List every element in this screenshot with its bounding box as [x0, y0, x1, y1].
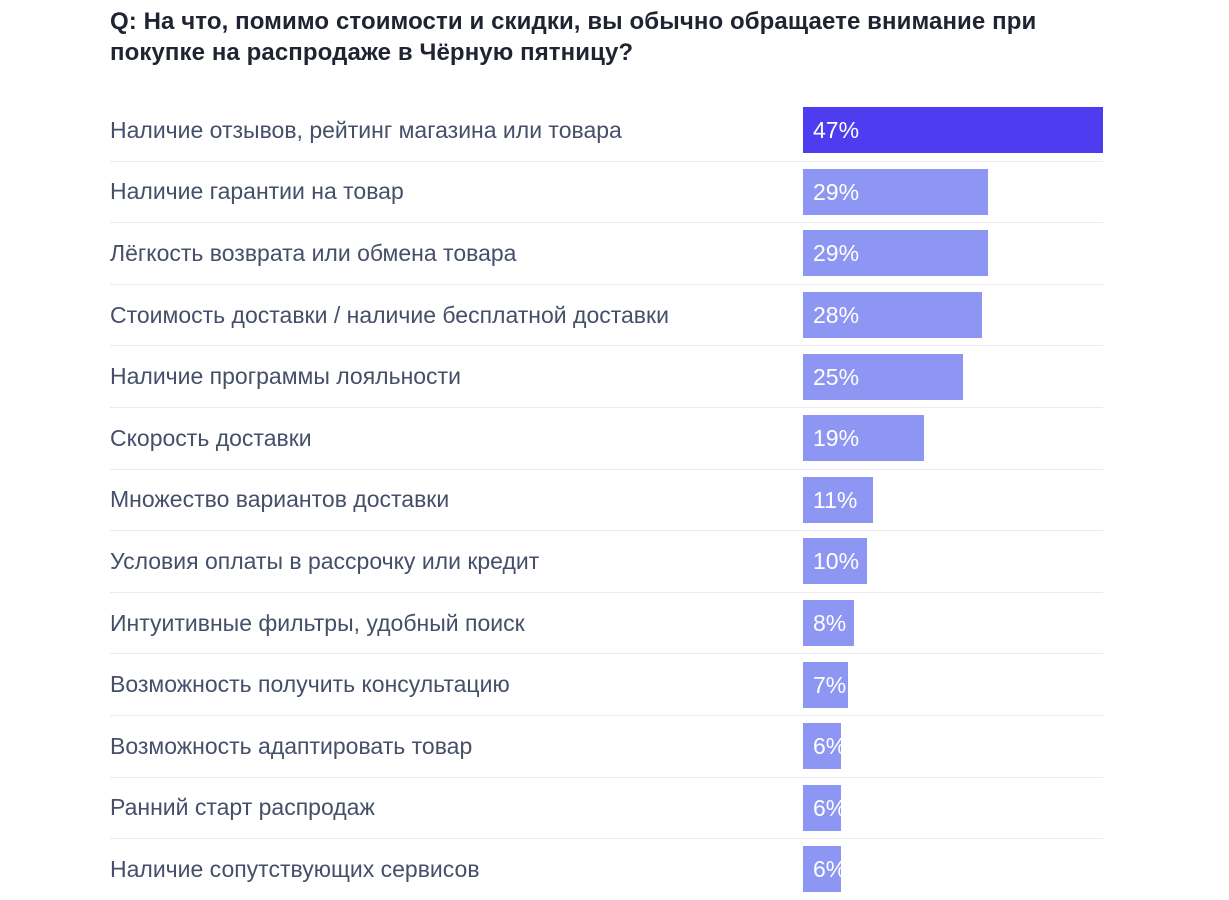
category-label: Стоимость доставки / наличие бесплатной … — [110, 301, 669, 328]
bar-track: 19% — [803, 415, 1103, 462]
bar-value-label: 10% — [813, 548, 860, 575]
table-row: Условия оплаты в рассрочку или кредит 10% — [110, 531, 1103, 593]
bar: 29% — [803, 230, 989, 277]
table-row: Лёгкость возврата или обмена товара 29% — [110, 223, 1103, 285]
bar-value-label: 28% — [813, 302, 860, 329]
category-label: Наличие сопутствующих сервисов — [110, 855, 480, 882]
category-label: Множество вариантов доставки — [110, 486, 450, 513]
bar-chart: Наличие отзывов, рейтинг магазина или то… — [110, 100, 1103, 900]
bar-track: 6% — [803, 723, 1103, 770]
bar: 10% — [803, 538, 867, 585]
bar-value-label: 8% — [813, 610, 847, 637]
table-row: Стоимость доставки / наличие бесплатной … — [110, 285, 1103, 347]
bar-track: 7% — [803, 661, 1103, 708]
bar-value-label: 29% — [813, 240, 860, 267]
bar-value-label: 6% — [813, 794, 847, 821]
bar-track: 6% — [803, 846, 1103, 893]
bar-value-label: 7% — [813, 671, 847, 698]
table-row: Наличие отзывов, рейтинг магазина или то… — [110, 100, 1103, 162]
bar-value-label: 47% — [813, 117, 860, 144]
bar: 47% — [803, 107, 1103, 154]
category-label: Лёгкость возврата или обмена товара — [110, 239, 517, 266]
table-row: Ранний старт распродаж 6% — [110, 778, 1103, 840]
table-row: Возможность адаптировать товар 6% — [110, 716, 1103, 778]
bar: 6% — [803, 784, 846, 831]
category-label: Условия оплаты в рассрочку или кредит — [110, 547, 540, 574]
bar-track: 6% — [803, 784, 1103, 831]
bar-track: 47% — [803, 107, 1103, 154]
bar-value-label: 19% — [813, 425, 860, 452]
bar-track: 8% — [803, 600, 1103, 647]
table-row: Наличие гарантии на товар 29% — [110, 162, 1103, 224]
table-row: Наличие программы лояльности 25% — [110, 346, 1103, 408]
category-label: Ранний старт распродаж — [110, 794, 375, 821]
category-label: Скорость доставки — [110, 424, 312, 451]
table-row: Множество вариантов доставки 11% — [110, 470, 1103, 532]
category-label: Наличие отзывов, рейтинг магазина или то… — [110, 116, 622, 143]
bar: 29% — [803, 168, 989, 215]
bar: 6% — [803, 723, 846, 770]
category-label: Возможность получить консультацию — [110, 671, 510, 698]
bar-track: 29% — [803, 230, 1103, 277]
bar-value-label: 6% — [813, 856, 847, 883]
table-row: Скорость доставки 19% — [110, 408, 1103, 470]
bar: 11% — [803, 476, 874, 523]
bar-track: 28% — [803, 292, 1103, 339]
bar: 28% — [803, 292, 982, 339]
bar-track: 10% — [803, 538, 1103, 585]
chart-title: Q: На что, помимо стоимости и скидки, вы… — [110, 8, 1037, 66]
table-row: Наличие сопутствующих сервисов 6% — [110, 839, 1103, 900]
bar-value-label: 11% — [813, 486, 858, 513]
bar: 8% — [803, 600, 855, 647]
category-label: Интуитивные фильтры, удобный поиск — [110, 609, 525, 636]
bar: 6% — [803, 846, 846, 893]
bar: 19% — [803, 415, 925, 462]
bar: 7% — [803, 661, 848, 708]
category-label: Возможность адаптировать товар — [110, 732, 473, 759]
bar-value-label: 25% — [813, 363, 860, 390]
bar-track: 11% — [803, 476, 1103, 523]
bar-value-label: 6% — [813, 733, 847, 760]
bar-track: 29% — [803, 168, 1103, 215]
bar-track: 25% — [803, 353, 1103, 400]
bar-value-label: 29% — [813, 178, 860, 205]
category-label: Наличие гарантии на товар — [110, 178, 404, 205]
table-row: Интуитивные фильтры, удобный поиск 8% — [110, 593, 1103, 655]
table-row: Возможность получить консультацию 7% — [110, 654, 1103, 716]
category-label: Наличие программы лояльности — [110, 363, 461, 390]
bar: 25% — [803, 353, 963, 400]
